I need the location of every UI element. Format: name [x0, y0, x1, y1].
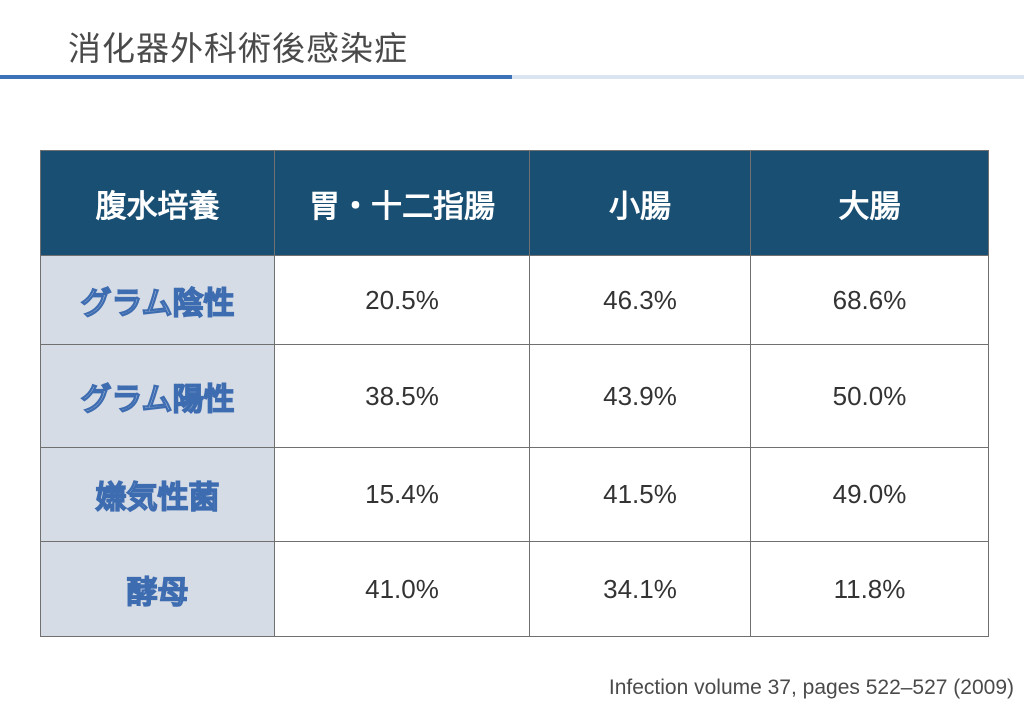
table-row: 酵母 41.0% 34.1% 11.8% — [40, 541, 989, 637]
citation-source: Infection volume 37, pages 522–527 (2009… — [608, 676, 1014, 699]
table-cell: 68.6% — [750, 255, 989, 345]
table-cell: 43.9% — [529, 344, 751, 448]
row-label-anaerobes: 嫌気性菌 — [40, 447, 275, 542]
table-cell: 20.5% — [274, 255, 530, 345]
culture-results-table: 腹水培養 胃・十二指腸 小腸 大腸 グラム陰性 20.5% 46.3% 68.6… — [40, 150, 989, 637]
table-cell: 46.3% — [529, 255, 751, 345]
table-cell: 38.5% — [274, 344, 530, 448]
header-small-intestine: 小腸 — [529, 150, 751, 256]
table-header-row: 腹水培養 胃・十二指腸 小腸 大腸 — [40, 150, 989, 256]
table-cell: 49.0% — [750, 447, 989, 542]
table-row: 嫌気性菌 15.4% 41.5% 49.0% — [40, 447, 989, 542]
row-label-gram-positive: グラム陽性 — [40, 344, 275, 448]
row-label-yeast: 酵母 — [40, 541, 275, 637]
table-cell: 34.1% — [529, 541, 751, 637]
table-row: グラム陽性 38.5% 43.9% 50.0% — [40, 344, 989, 448]
table-cell: 11.8% — [750, 541, 989, 637]
header-large-intestine: 大腸 — [750, 150, 989, 256]
row-label-gram-negative: グラム陰性 — [40, 255, 275, 345]
title-underline-light — [512, 75, 1024, 79]
header-stomach-duodenum: 胃・十二指腸 — [274, 150, 530, 256]
title-underline-accent — [0, 75, 512, 79]
table-row: グラム陰性 20.5% 46.3% 68.6% — [40, 255, 989, 345]
table-cell: 41.5% — [529, 447, 751, 542]
table-cell: 15.4% — [274, 447, 530, 542]
header-ascites-culture: 腹水培養 — [40, 150, 275, 256]
slide-title: 消化器外科術後感染症 — [68, 29, 408, 68]
table-cell: 41.0% — [274, 541, 530, 637]
table-cell: 50.0% — [750, 344, 989, 448]
